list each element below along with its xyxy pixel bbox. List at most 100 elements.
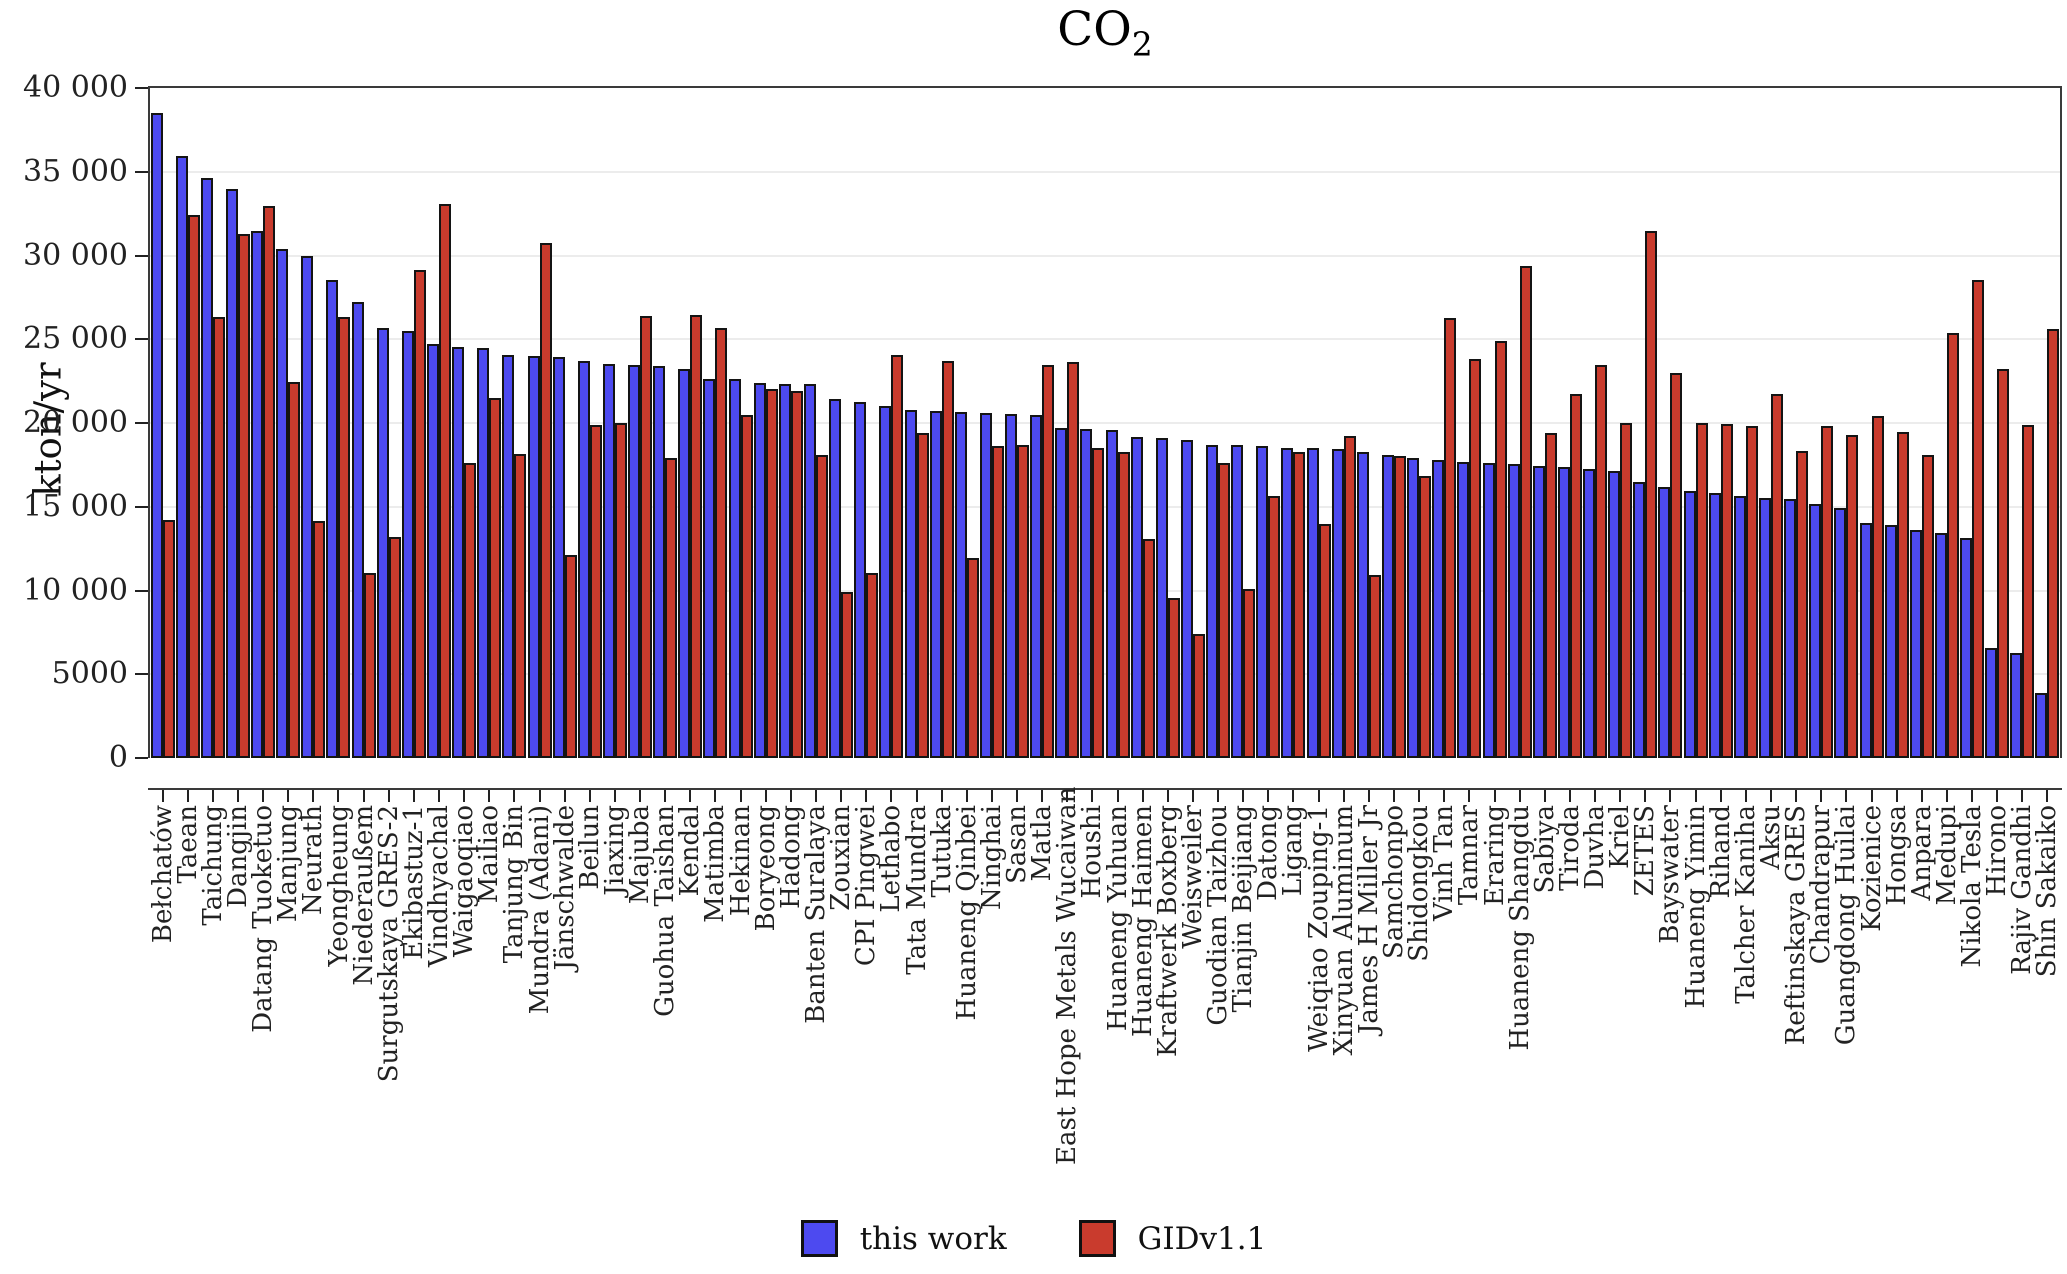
x-tick-Chandrapur xyxy=(1820,790,1823,802)
x-tick-Xinyuan Aluminum xyxy=(1342,790,1345,802)
gridline-10000 xyxy=(150,589,2060,592)
x-tick-Yeongheung xyxy=(337,790,340,802)
bar-this-work-East Hope Metals Wucaiwan xyxy=(1055,428,1068,758)
bar-gidv1.1-Boryeong xyxy=(765,389,778,758)
x-tick-Vinh Tan xyxy=(1443,790,1446,802)
x-tick-Tamnar xyxy=(1468,790,1471,802)
gridline-35000 xyxy=(150,170,2060,173)
y-tick-label-30000: 30 000 xyxy=(23,237,128,273)
x-tick-Lethabo xyxy=(890,790,893,802)
bar-this-work-Surgutskaya GRES-2 xyxy=(376,328,389,758)
bar-this-work-Matla xyxy=(1030,415,1043,758)
bar-this-work-Jiaxing xyxy=(602,364,615,758)
bar-this-work-Mundra (Adani) xyxy=(527,356,540,758)
bar-this-work-Ekibastuz-1 xyxy=(401,331,414,758)
gridline-30000 xyxy=(150,254,2060,257)
x-tick-Taean xyxy=(186,790,189,802)
legend-label-this-work: this work xyxy=(859,1220,1007,1257)
bar-this-work-Zouxian xyxy=(829,399,842,758)
bar-this-work-ZETES xyxy=(1633,482,1646,758)
bar-this-work-Rihand xyxy=(1708,493,1721,758)
x-tick-Shidongkou xyxy=(1418,790,1421,802)
bar-this-work-Hadong xyxy=(778,384,791,758)
bar-this-work-Huaneng Shangdu xyxy=(1507,464,1520,758)
bar-gidv1.1-Hadong xyxy=(790,391,803,758)
bar-gidv1.1-Huaneng Yimin xyxy=(1695,423,1708,758)
bar-gidv1.1-Lethabo xyxy=(891,355,904,758)
x-tick-Ninghai xyxy=(990,790,993,802)
bar-gidv1.1-Jiaxing xyxy=(614,423,627,758)
y-tick-label-40000: 40 000 xyxy=(23,70,128,105)
bar-this-work-Anpara xyxy=(1909,530,1922,758)
bar-this-work-Huaneng Qinbei xyxy=(954,412,967,758)
legend: this work GIDv1.1 xyxy=(0,1220,2067,1257)
x-tick-Huaneng Haimen xyxy=(1141,790,1144,802)
bar-gidv1.1-Huaneng Yuhuan xyxy=(1117,452,1130,758)
bar-gidv1.1-Kendal xyxy=(690,315,703,758)
bar-gidv1.1-Beilun xyxy=(589,425,602,758)
bar-this-work-CPI Pingwei xyxy=(854,402,867,758)
x-tick-Vindhyachal xyxy=(438,790,440,802)
x-tick-Eraring xyxy=(1493,790,1496,802)
x-tick-Sasan xyxy=(1016,790,1019,802)
x-tick-Nikola Tesla xyxy=(1971,790,1974,802)
bar-this-work-Guodian Taizhou xyxy=(1206,445,1219,758)
bar-this-work-Banten Suralaya xyxy=(803,384,816,758)
bar-gidv1.1-Yeongheung xyxy=(338,317,351,758)
bar-this-work-Majuba xyxy=(628,365,641,758)
bar-gidv1.1-Guangdong Huilai xyxy=(1846,435,1859,758)
bar-this-work-Rajiv Gandhi xyxy=(2010,653,2023,758)
bar-this-work-Weisweiler xyxy=(1180,440,1193,758)
x-tick-Banten Suralaya xyxy=(814,790,817,802)
bar-gidv1.1-Eraring xyxy=(1494,341,1507,758)
x-tick-Taichung xyxy=(211,790,214,802)
bar-gidv1.1-Vinh Tan xyxy=(1444,318,1457,758)
bar-gidv1.1-Banten Suralaya xyxy=(815,455,828,758)
bar-this-work-Kriel xyxy=(1608,471,1621,758)
bar-this-work-Tata Mundra xyxy=(904,410,917,758)
bar-gidv1.1-Kozienice xyxy=(1871,416,1884,758)
bar-gidv1.1-Rihand xyxy=(1720,424,1733,758)
bar-this-work-Nikola Tesla xyxy=(1960,538,1973,758)
bar-gidv1.1-Aksu xyxy=(1770,394,1783,758)
bar-gidv1.1-Hekinan xyxy=(740,415,753,758)
x-tick-Rajiv Gandhi xyxy=(2021,790,2024,802)
bar-gidv1.1-Matla xyxy=(1042,365,1055,758)
bar-gidv1.1-Taichung xyxy=(212,317,225,758)
x-tick-Hadong xyxy=(789,790,792,802)
bar-this-work-Houshi xyxy=(1080,429,1093,758)
bar-this-work-Vinh Tan xyxy=(1432,460,1445,758)
bar-this-work-Kozienice xyxy=(1859,523,1872,758)
gridline-25000 xyxy=(150,338,2060,341)
x-tick-Anpara xyxy=(1920,790,1923,802)
bar-this-work-Tiroda xyxy=(1557,467,1570,758)
bar-this-work-Manjung xyxy=(276,249,289,758)
y-tick-label-5000: 5000 xyxy=(51,656,128,692)
bar-gidv1.1-Sabiya xyxy=(1544,433,1557,758)
bar-gidv1.1-Datang Tuoketuo xyxy=(263,206,276,758)
x-tick-Huaneng Shangdu xyxy=(1518,790,1521,802)
bar-gidv1.1-Tata Mundra xyxy=(916,433,929,758)
bar-gidv1.1-East Hope Metals Wucaiwan xyxy=(1067,362,1080,758)
y-tick-15000 xyxy=(135,505,148,508)
y-tick-30000 xyxy=(135,254,148,257)
bar-this-work-Hekinan xyxy=(728,379,741,758)
bar-this-work-Samchonpo xyxy=(1382,455,1394,758)
x-tick-Sabiya xyxy=(1543,790,1546,802)
x-tick-Rihand xyxy=(1719,790,1722,802)
x-tick-Surgutskaya GRES-2 xyxy=(387,790,390,802)
x-tick-Hirono xyxy=(1996,790,1999,802)
x-tick-Tutuka xyxy=(940,790,943,802)
bar-gidv1.1-ZETES xyxy=(1645,231,1658,758)
bar-gidv1.1-Guodian Taizhou xyxy=(1218,463,1231,758)
x-tick-Guohua Taishan xyxy=(664,790,667,802)
bar-this-work-Neurath xyxy=(301,256,314,758)
x-tick-James H Miller Jr xyxy=(1367,790,1370,802)
bar-gidv1.1-Jänschwalde xyxy=(564,555,577,758)
x-tick-Medupi xyxy=(1945,790,1948,802)
bar-gidv1.1-Hongsa xyxy=(1896,432,1909,758)
bar-gidv1.1-Neurath xyxy=(313,521,326,758)
x-tick-Neurath xyxy=(312,790,315,802)
x-tick-Houshi xyxy=(1091,790,1094,802)
